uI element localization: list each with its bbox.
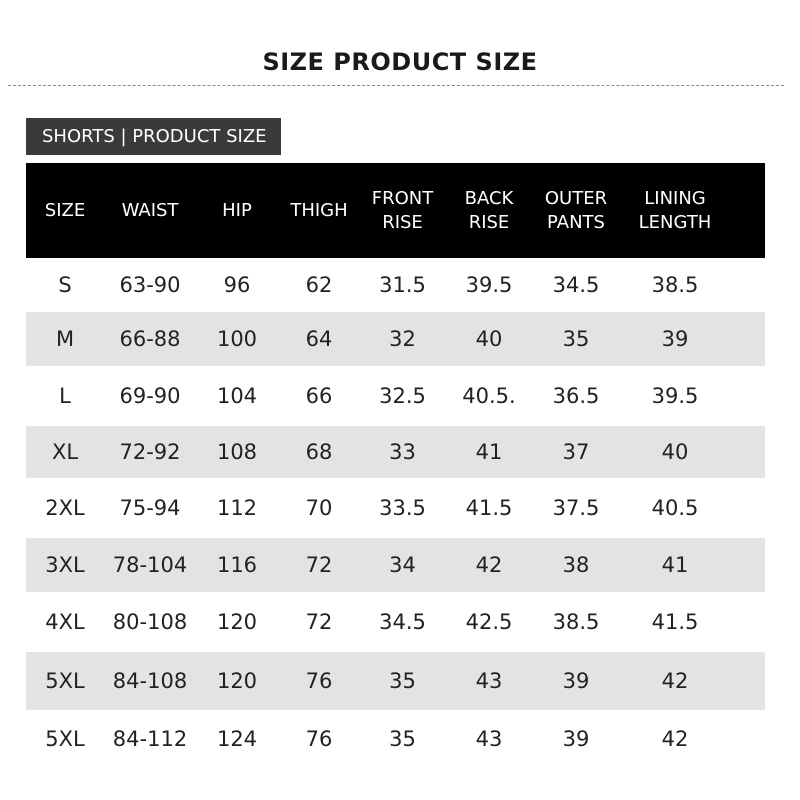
cell-outer-pants: 35 bbox=[562, 326, 590, 351]
cell-waist: 75-94 bbox=[119, 495, 181, 520]
cell-thigh: 70 bbox=[305, 495, 333, 520]
cell-outer-pants: 38 bbox=[562, 552, 590, 577]
cell-front-rise: 35 bbox=[389, 668, 416, 693]
cell-back-rise: 41 bbox=[475, 439, 503, 464]
header-front-rise: FRONT RISE bbox=[371, 188, 434, 233]
cell-waist: 84-108 bbox=[112, 668, 188, 693]
cell-outer-pants: 38.5 bbox=[552, 609, 600, 634]
cell-size: 5XL bbox=[45, 668, 85, 693]
cell-thigh: 72 bbox=[305, 609, 333, 634]
cell-size: L bbox=[59, 383, 71, 408]
cell-size: 4XL bbox=[45, 609, 85, 634]
cell-thigh: 64 bbox=[305, 326, 333, 351]
cell-lining-length: 42 bbox=[661, 726, 689, 751]
cell-hip: 120 bbox=[216, 668, 258, 693]
section-label: SHORTS | PRODUCT SIZE bbox=[26, 118, 281, 155]
page-title: SIZE PRODUCT SIZE bbox=[262, 48, 538, 76]
cell-outer-pants: 37 bbox=[562, 439, 590, 464]
header-thigh: THIGH bbox=[290, 199, 348, 221]
cell-hip: 116 bbox=[216, 552, 258, 577]
cell-outer-pants: 37.5 bbox=[552, 495, 600, 520]
cell-thigh: 72 bbox=[305, 552, 333, 577]
cell-hip: 108 bbox=[216, 439, 258, 464]
cell-hip: 96 bbox=[223, 272, 251, 297]
cell-waist: 78-104 bbox=[112, 552, 188, 577]
cell-lining-length: 39.5 bbox=[651, 383, 699, 408]
cell-lining-length: 38.5 bbox=[651, 272, 699, 297]
table-row: 3XL 78-104 116 72 34 42 38 41 bbox=[26, 538, 765, 592]
cell-waist: 72-92 bbox=[119, 439, 181, 464]
cell-back-rise: 42 bbox=[475, 552, 503, 577]
cell-thigh: 66 bbox=[305, 383, 333, 408]
cell-front-rise: 33 bbox=[389, 439, 416, 464]
cell-size: M bbox=[55, 326, 75, 351]
cell-front-rise: 32.5 bbox=[379, 383, 426, 408]
cell-waist: 63-90 bbox=[119, 272, 181, 297]
table-row: XL 72-92 108 68 33 41 37 40 bbox=[26, 426, 765, 478]
header-size: SIZE bbox=[44, 199, 86, 221]
cell-hip: 120 bbox=[216, 609, 258, 634]
header-lining-length: LINING LENGTH bbox=[638, 188, 712, 233]
cell-hip: 100 bbox=[216, 326, 258, 351]
cell-back-rise: 39.5 bbox=[465, 272, 513, 297]
cell-thigh: 76 bbox=[305, 668, 333, 693]
cell-hip: 104 bbox=[216, 383, 258, 408]
cell-outer-pants: 36.5 bbox=[552, 383, 600, 408]
cell-waist: 69-90 bbox=[119, 383, 181, 408]
table-row: L 69-90 104 66 32.5 40.5. 36.5 39.5 bbox=[26, 366, 765, 426]
cell-size: S bbox=[58, 272, 72, 297]
cell-hip: 112 bbox=[216, 495, 258, 520]
cell-waist: 84-112 bbox=[112, 726, 188, 751]
cell-back-rise: 43 bbox=[475, 668, 503, 693]
table-row: 2XL 75-94 112 70 33.5 41.5 37.5 40.5 bbox=[26, 478, 765, 538]
cell-front-rise: 31.5 bbox=[379, 272, 426, 297]
table-row: 5XL 84-108 120 76 35 43 39 42 bbox=[26, 652, 765, 710]
cell-thigh: 68 bbox=[305, 439, 333, 464]
cell-back-rise: 43 bbox=[475, 726, 503, 751]
cell-back-rise: 40 bbox=[475, 326, 503, 351]
cell-size: XL bbox=[51, 439, 79, 464]
cell-front-rise: 34.5 bbox=[379, 609, 426, 634]
cell-front-rise: 33.5 bbox=[379, 495, 426, 520]
table-row: M 66-88 100 64 32 40 35 39 bbox=[26, 312, 765, 366]
table-row: 4XL 80-108 120 72 34.5 42.5 38.5 41.5 bbox=[26, 592, 765, 652]
cell-waist: 80-108 bbox=[112, 609, 188, 634]
cell-back-rise: 42.5 bbox=[465, 609, 513, 634]
cell-lining-length: 39 bbox=[661, 326, 689, 351]
table-body: S 63-90 96 62 31.5 39.5 34.5 38.5 M 66-88 100 64 32 4… bbox=[26, 258, 765, 768]
cell-lining-length: 42 bbox=[661, 668, 689, 693]
cell-lining-length: 41.5 bbox=[651, 609, 699, 634]
cell-thigh: 76 bbox=[305, 726, 333, 751]
cell-lining-length: 41 bbox=[661, 552, 689, 577]
cell-waist: 66-88 bbox=[119, 326, 181, 351]
header-back-rise: BACK RISE bbox=[464, 188, 514, 233]
cell-hip: 124 bbox=[216, 726, 258, 751]
header-waist: WAIST bbox=[121, 199, 179, 221]
cell-lining-length: 40 bbox=[661, 439, 689, 464]
cell-size: 2XL bbox=[45, 495, 85, 520]
cell-thigh: 62 bbox=[305, 272, 333, 297]
cell-front-rise: 35 bbox=[389, 726, 416, 751]
size-table: SIZE WAIST HIP THIGH FRONT RISE BACK RISE … bbox=[26, 163, 765, 768]
table-row: S 63-90 96 62 31.5 39.5 34.5 38.5 bbox=[26, 258, 765, 312]
cell-back-rise: 40.5. bbox=[462, 383, 516, 408]
cell-size: 3XL bbox=[45, 552, 85, 577]
cell-size: 5XL bbox=[45, 726, 85, 751]
table-row: 5XL 84-112 124 76 35 43 39 42 bbox=[26, 710, 765, 768]
header-hip: HIP bbox=[222, 199, 252, 221]
table-header: SIZE WAIST HIP THIGH FRONT RISE BACK RISE … bbox=[26, 163, 765, 258]
cell-front-rise: 32 bbox=[389, 326, 416, 351]
cell-front-rise: 34 bbox=[389, 552, 416, 577]
cell-lining-length: 40.5 bbox=[651, 495, 699, 520]
title-divider bbox=[8, 85, 784, 86]
cell-back-rise: 41.5 bbox=[465, 495, 513, 520]
cell-outer-pants: 39 bbox=[562, 668, 590, 693]
cell-outer-pants: 39 bbox=[562, 726, 590, 751]
cell-outer-pants: 34.5 bbox=[552, 272, 600, 297]
header-outer-pants: OUTER PANTS bbox=[544, 188, 608, 233]
